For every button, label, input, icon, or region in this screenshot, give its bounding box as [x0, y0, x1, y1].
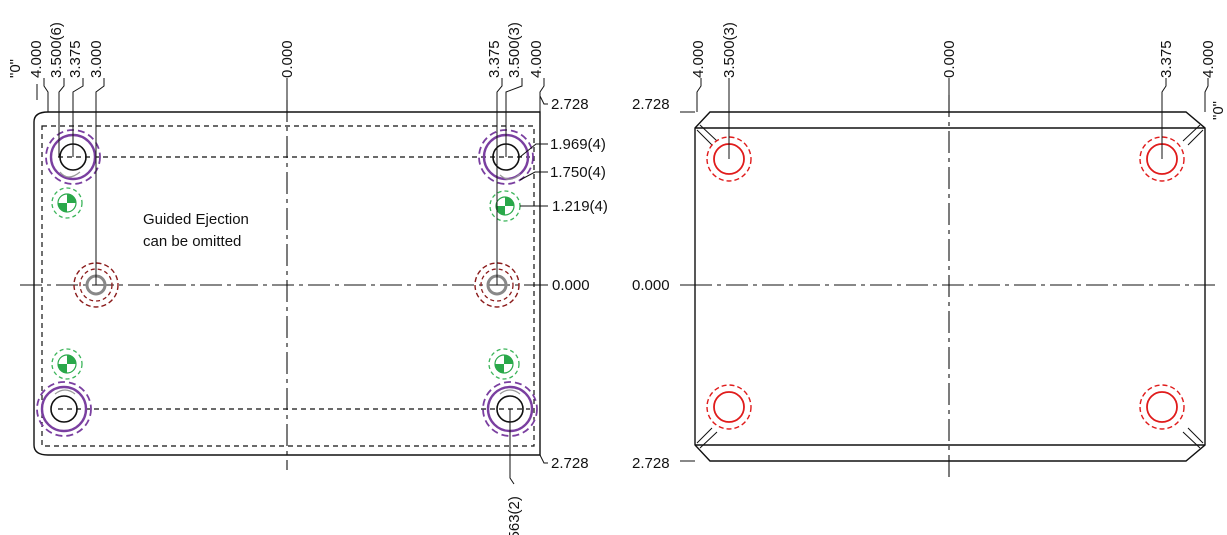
right-chamfer-bottom-left	[696, 427, 718, 449]
right-view: 4.000 3.500(3) 0.000 3.375 4.000 "0" 2.7…	[632, 22, 1227, 480]
right-plate-outline	[694, 111, 1206, 462]
left-bottom-label-visible: 3.563(2)	[506, 496, 523, 535]
left-top-label-8: 4.000	[528, 40, 545, 78]
guided-ejection-note-line1: Guided Ejection	[143, 211, 249, 228]
left-right-label-3: 1.219(4)	[552, 198, 608, 215]
green-ejection-marker-top-left	[51, 187, 83, 219]
red-hole-bottom-left	[706, 384, 752, 430]
right-chamfer-top-right	[1182, 124, 1204, 146]
green-ejection-marker-bottom-left	[51, 348, 83, 380]
return-pin-right	[474, 262, 520, 308]
right-top-label-4: 4.000	[1200, 40, 1217, 78]
left-view: "0" 4.000 3.500(6) 3.375 3.000 0.000 3.3…	[7, 22, 608, 535]
right-top-dimension-leaders	[696, 78, 1209, 159]
left-right-label-0: 2.728	[551, 96, 589, 113]
right-top-label-5: "0"	[1210, 101, 1227, 120]
left-top-label-6: 3.375	[486, 40, 503, 78]
left-right-label-5: 2.728	[551, 455, 589, 472]
right-left-dimension-leaders	[680, 111, 695, 462]
left-inner-dashed-rect	[41, 125, 535, 447]
left-top-label-7: 3.500(3)	[506, 22, 523, 78]
left-top-label-0: "0"	[7, 59, 24, 78]
left-top-dimension-leaders	[36, 78, 545, 285]
left-top-label-1: 4.000	[28, 40, 45, 78]
right-top-label-2: 0.000	[941, 40, 958, 78]
left-right-label-1: 1.969(4)	[550, 136, 606, 153]
left-right-dimension-leaders	[509, 95, 548, 485]
purple-leader-pin-bottom-left	[36, 381, 92, 437]
left-top-label-5: 0.000	[279, 40, 296, 78]
right-top-label-1: 3.500(3)	[721, 22, 738, 78]
right-chamfer-top-left	[696, 124, 718, 146]
green-ejection-marker-bottom-right	[488, 348, 520, 380]
right-top-label-0: 4.000	[690, 40, 707, 78]
green-ejection-marker-top-right	[489, 190, 521, 222]
left-plate-outline	[33, 111, 541, 456]
red-hole-bottom-right	[1139, 384, 1185, 430]
left-top-label-4: 3.000	[88, 40, 105, 78]
left-right-label-2: 1.750(4)	[550, 164, 606, 181]
right-left-label-2: 2.728	[632, 455, 670, 472]
left-top-label-3: 3.375	[67, 40, 84, 78]
right-left-label-1: 0.000	[632, 277, 670, 294]
right-left-label-0: 2.728	[632, 96, 670, 113]
right-chamfer-bottom-right	[1182, 427, 1204, 449]
guided-ejection-note-line2: can be omitted	[143, 233, 241, 250]
left-top-label-2: 3.500(6)	[48, 22, 65, 78]
right-top-label-3: 3.375	[1158, 40, 1175, 78]
left-right-label-4: 0.000	[552, 277, 590, 294]
